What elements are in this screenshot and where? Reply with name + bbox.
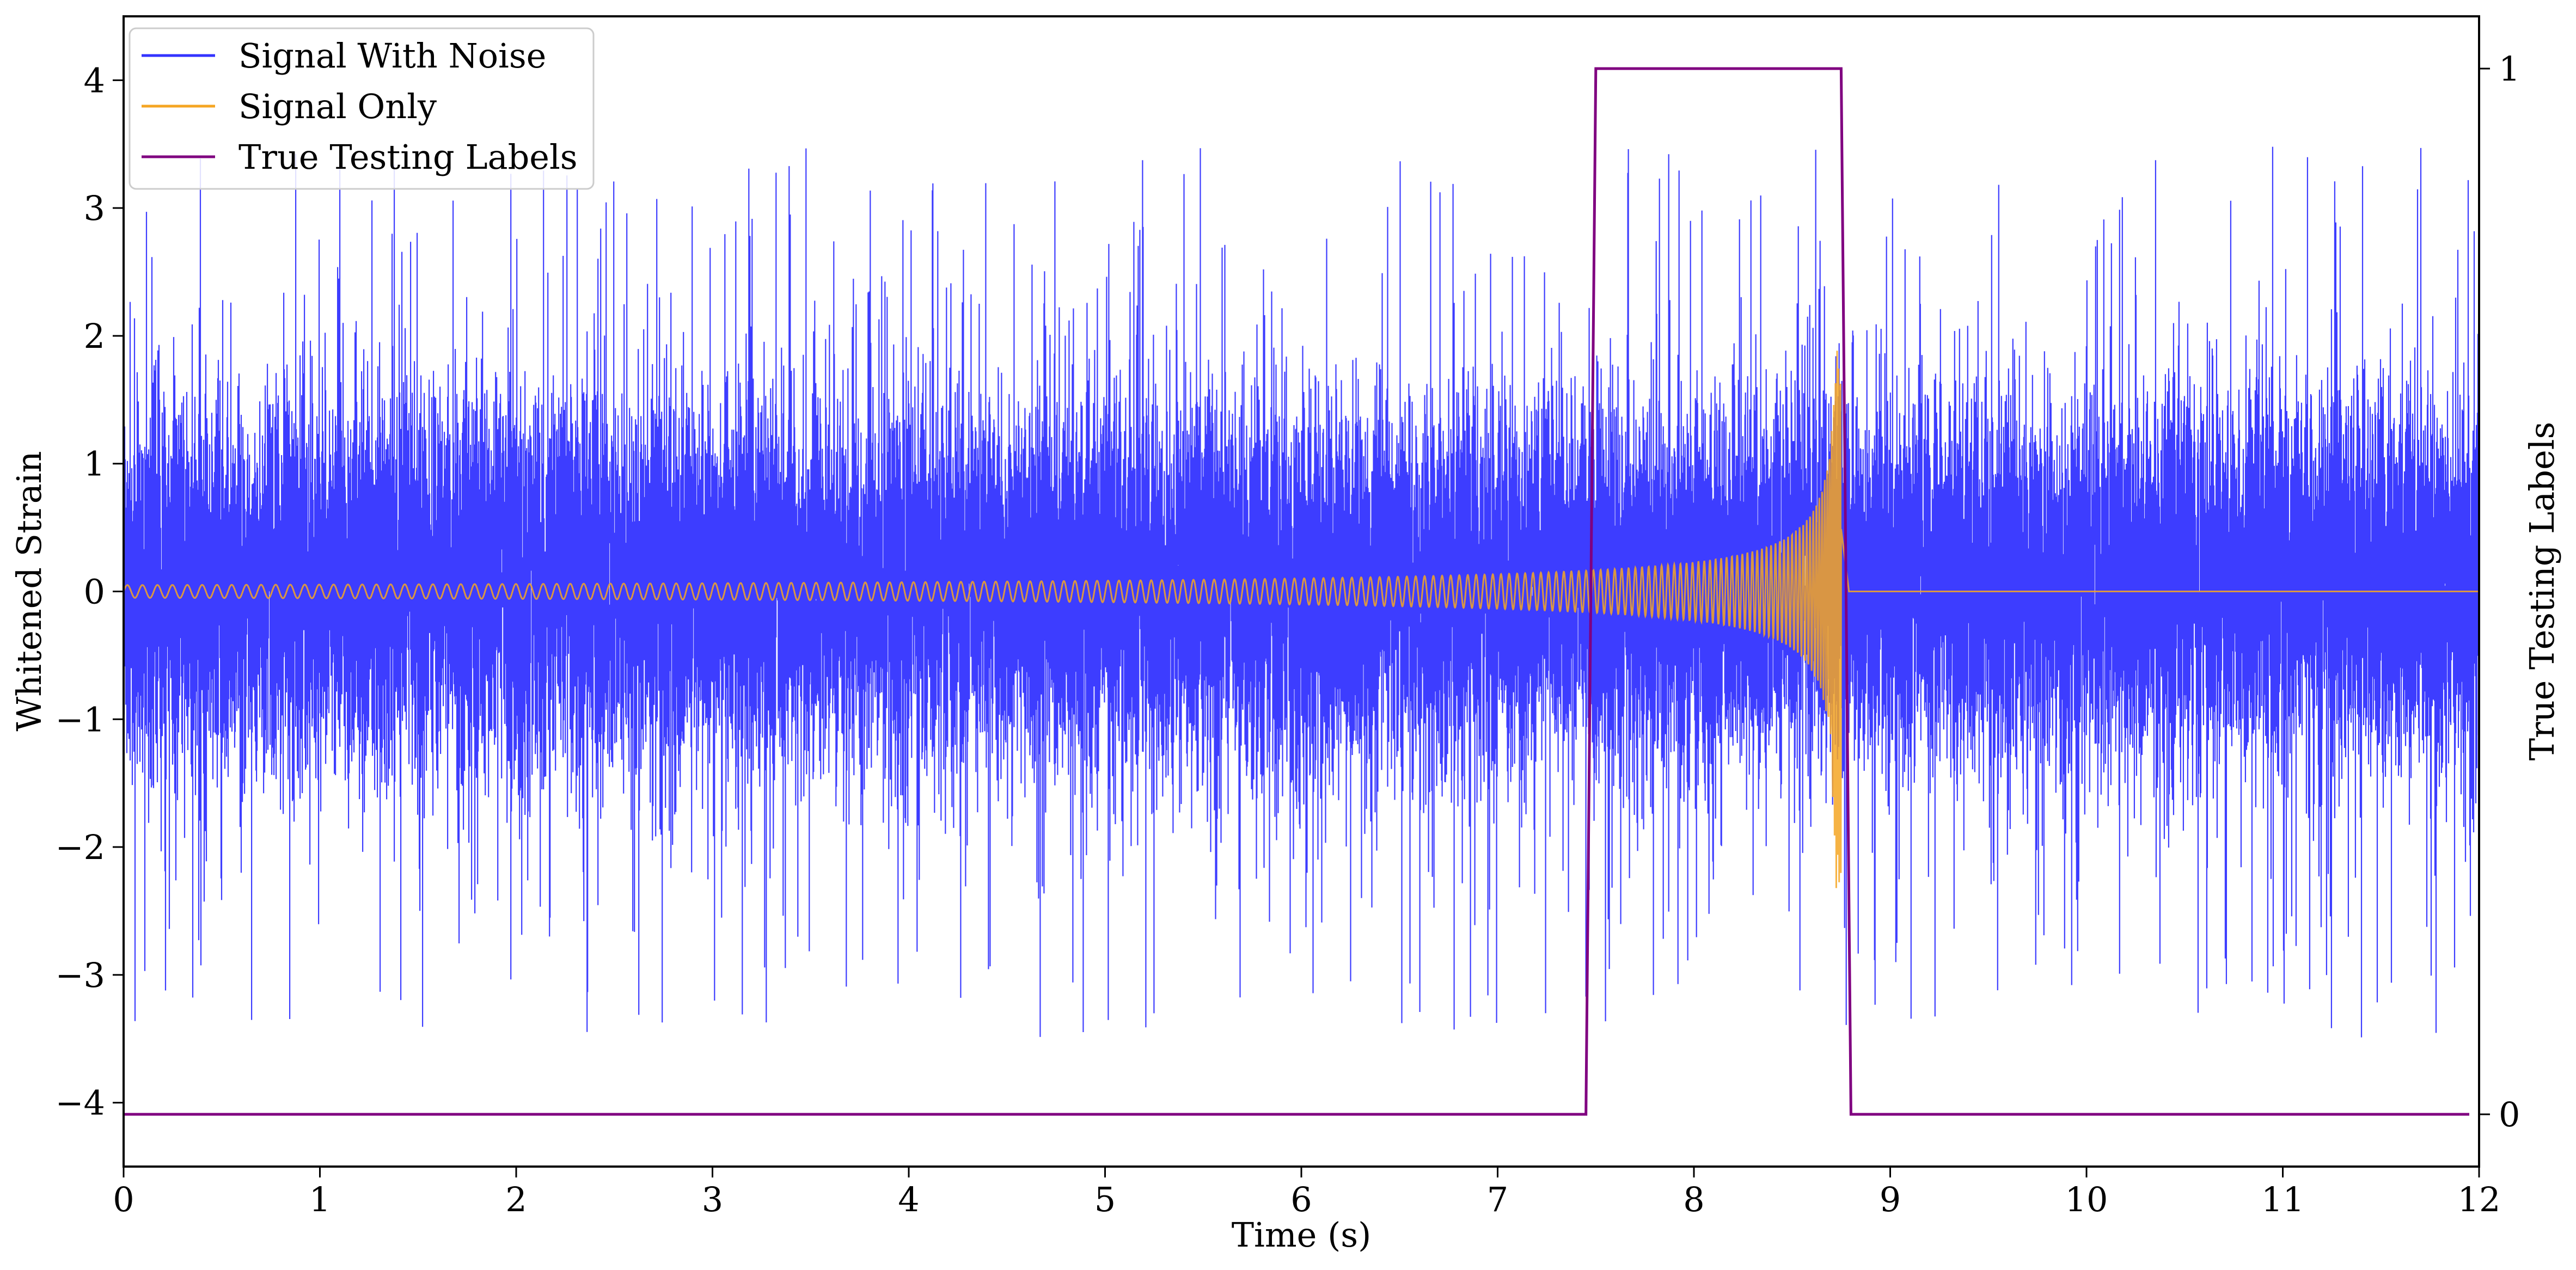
y2-tick-label: 1 (2499, 49, 2520, 89)
x-tick-label: 6 (1290, 1180, 1312, 1219)
x-tick-label: 2 (505, 1180, 527, 1219)
y-tick-label: −2 (56, 827, 105, 867)
x-axis-label: Time (s) (1232, 1215, 1372, 1255)
y-tick-label: 2 (84, 316, 105, 356)
y-tick-label: 0 (84, 572, 105, 612)
legend-label-signal-with-noise: Signal With Noise (238, 36, 546, 76)
series-layer (124, 67, 2479, 1116)
y-tick-label: −3 (56, 955, 105, 995)
series-signal-only (124, 351, 2479, 888)
y-axis-label: Whitened Strain (9, 451, 49, 732)
x-tick-label: 0 (113, 1180, 134, 1219)
x-tick-label: 7 (1487, 1180, 1508, 1219)
x-tick-label: 10 (2065, 1180, 2108, 1219)
y-tick-label: −4 (56, 1083, 105, 1123)
x-tick-label: 9 (1880, 1180, 1901, 1219)
legend: Signal With Noise Signal Only True Testi… (129, 27, 595, 190)
x-tick-label: 5 (1094, 1180, 1116, 1219)
x-tick-label: 11 (2261, 1180, 2304, 1219)
x-tick-label: 12 (2458, 1180, 2501, 1219)
y-tick-label: 1 (84, 444, 105, 484)
y2-axis-label: True Testing Labels (2522, 422, 2562, 761)
y-tick-label: 4 (84, 60, 105, 100)
x-tick-label: 8 (1683, 1180, 1704, 1219)
x-tick-label: 1 (309, 1180, 331, 1219)
legend-label-signal-only: Signal Only (238, 87, 437, 126)
x-tick-label: 3 (702, 1180, 723, 1219)
y-tick-label: 3 (84, 188, 105, 228)
series-true-testing-labels (124, 67, 2469, 1116)
legend-box (129, 27, 595, 190)
legend-label-true-testing-labels: True Testing Labels (238, 137, 578, 177)
x-tick-label: 4 (898, 1180, 919, 1219)
y2-tick-label: 0 (2499, 1095, 2520, 1134)
y-tick-label: −1 (56, 700, 105, 739)
